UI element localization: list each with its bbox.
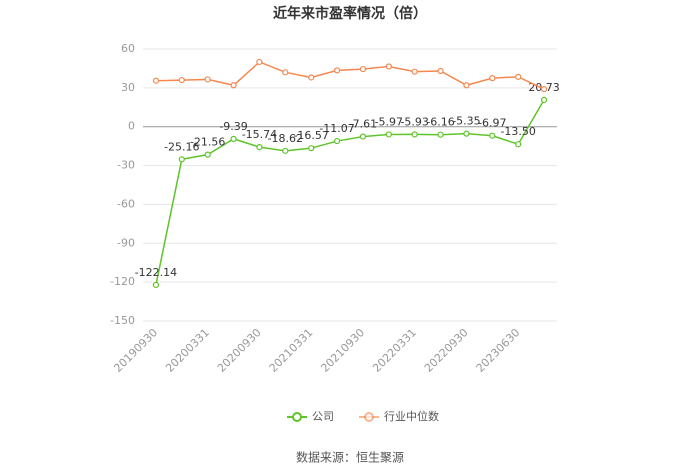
- point: [359, 133, 367, 140]
- x-tick-label: 20220331: [370, 326, 419, 375]
- y-tick-label: -120: [110, 275, 135, 288]
- point: [282, 69, 289, 76]
- chart-title: 近年来市盈率情况（倍）: [273, 5, 427, 22]
- y-tick-label: -60: [117, 197, 135, 210]
- point: [437, 67, 444, 75]
- series-line: [155, 99, 545, 286]
- point: [152, 77, 160, 84]
- point: [385, 131, 392, 138]
- source: 数据来源：恒生聚源: [296, 450, 404, 465]
- y-tick-label: 30: [121, 81, 135, 94]
- point: [437, 131, 444, 138]
- data-label: -122.14: [135, 266, 177, 279]
- x-tick-label: 20230630: [474, 326, 523, 375]
- y-tick-label: 60: [121, 42, 135, 55]
- x-tick-label: 20220930: [422, 326, 471, 375]
- point: [282, 147, 289, 154]
- point: [489, 132, 496, 139]
- point: [540, 96, 548, 103]
- point: [230, 82, 237, 89]
- data-label: -16.57: [293, 129, 328, 142]
- point: [204, 151, 211, 158]
- legend-label: 行业中位数: [384, 409, 439, 423]
- data-label: -9.39: [219, 120, 247, 133]
- point: [256, 58, 263, 66]
- x-tick-label: 20200331: [163, 326, 212, 375]
- data-label: -13.50: [500, 125, 535, 138]
- point: [515, 73, 522, 80]
- data-label: -5.93: [400, 115, 428, 128]
- point: [204, 76, 211, 83]
- y-tick-label: -90: [117, 236, 135, 249]
- point: [256, 144, 263, 151]
- data-label: -6.97: [478, 117, 506, 130]
- data-label: -7.61: [349, 118, 377, 131]
- x-tick-label: 20210331: [267, 326, 316, 375]
- data-label: -6.16: [426, 116, 454, 129]
- data-label: -11.07: [319, 122, 354, 135]
- data-label: -18.62: [268, 132, 303, 145]
- legend-marker: [292, 412, 302, 422]
- point: [333, 67, 341, 74]
- legend-label: 公司: [312, 410, 334, 423]
- point: [515, 141, 522, 148]
- point: [333, 137, 341, 145]
- y-tick-label: -150: [110, 314, 135, 327]
- data-label: -5.97: [375, 115, 403, 128]
- point: [463, 130, 470, 137]
- y-tick-label: 0: [128, 120, 135, 133]
- legend-marker: [364, 412, 374, 422]
- x-tick-label: 20200930: [215, 326, 264, 375]
- x-tick-label: 20190930: [111, 326, 160, 375]
- point: [463, 82, 470, 89]
- point: [385, 63, 392, 70]
- data-label: -15.74: [242, 128, 277, 141]
- data-label: -21.56: [190, 136, 225, 149]
- data-label: -25.16: [164, 140, 199, 153]
- series-line: [155, 61, 545, 90]
- data-label: -5.35: [452, 115, 480, 128]
- point: [152, 281, 160, 289]
- point: [178, 76, 185, 84]
- y-tick-label: -30: [117, 159, 135, 172]
- point: [308, 145, 315, 152]
- point: [411, 68, 418, 75]
- point: [411, 131, 418, 138]
- point: [230, 135, 237, 142]
- point: [178, 156, 185, 163]
- x-tick-label: 20210930: [318, 326, 367, 375]
- point: [540, 86, 548, 93]
- point: [359, 65, 367, 73]
- point: [489, 75, 496, 82]
- point: [308, 74, 315, 81]
